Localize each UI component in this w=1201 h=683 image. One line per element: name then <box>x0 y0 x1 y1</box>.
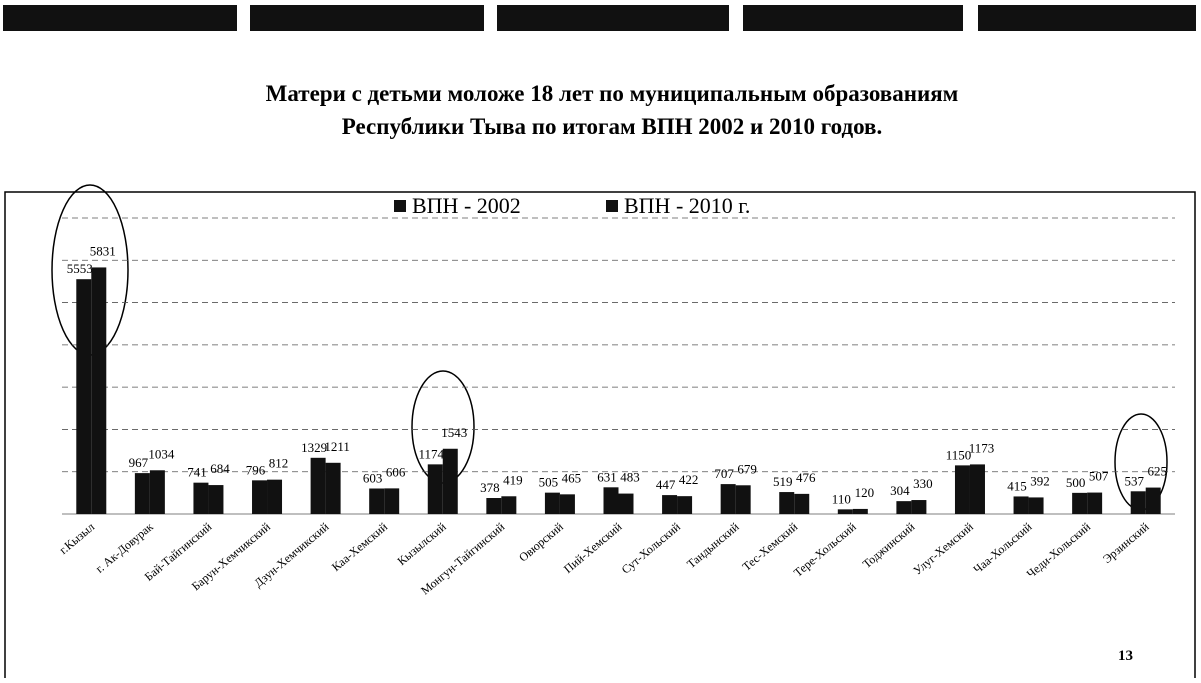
value-label: 812 <box>269 456 289 471</box>
value-label: 419 <box>503 472 523 487</box>
header-block <box>743 5 963 31</box>
bar <box>779 492 795 514</box>
value-label: 1211 <box>324 439 350 454</box>
bar <box>427 464 443 514</box>
bar <box>369 488 385 514</box>
bar <box>618 493 634 514</box>
bar <box>559 494 575 514</box>
bar <box>384 488 400 514</box>
value-label: 1034 <box>148 446 175 461</box>
legend-label: ВПН - 2002 <box>412 193 521 218</box>
value-label: 378 <box>480 480 500 495</box>
bar <box>1145 487 1161 514</box>
bar <box>442 448 458 514</box>
value-label: 110 <box>832 491 851 506</box>
value-label: 741 <box>187 465 207 480</box>
value-label: 684 <box>210 461 230 476</box>
page-number: 13 <box>1118 648 1133 664</box>
value-label: 707 <box>714 466 734 481</box>
title-line: Республики Тыва по итогам ВПН 2002 и 201… <box>342 114 882 139</box>
value-label: 519 <box>773 474 793 489</box>
bar <box>1087 492 1103 514</box>
value-label: 1150 <box>946 447 972 462</box>
bar <box>1130 491 1146 514</box>
value-label: 967 <box>129 455 149 470</box>
bar <box>267 479 283 514</box>
value-label: 1174 <box>418 446 444 461</box>
value-label: 447 <box>656 477 676 492</box>
bar <box>837 509 853 514</box>
bar <box>969 464 985 514</box>
bar <box>677 496 693 514</box>
value-label: 625 <box>1147 464 1167 479</box>
bar <box>193 482 209 514</box>
bar <box>76 279 92 514</box>
value-label: 500 <box>1066 475 1086 490</box>
value-label: 422 <box>679 472 699 487</box>
value-label: 796 <box>246 462 266 477</box>
bar <box>662 495 678 514</box>
bar <box>486 498 502 514</box>
value-label: 415 <box>1007 478 1027 493</box>
bar <box>603 487 619 514</box>
legend-swatch <box>606 200 618 212</box>
value-label: 330 <box>913 476 933 491</box>
bar <box>954 465 970 514</box>
value-label: 1543 <box>441 425 467 440</box>
value-label: 1329 <box>301 440 327 455</box>
value-label: 631 <box>597 469 617 484</box>
bar <box>735 485 751 514</box>
bar <box>852 508 868 514</box>
value-label: 603 <box>363 471 383 486</box>
value-label: 1173 <box>969 440 995 455</box>
header-block <box>250 5 484 31</box>
bar <box>310 457 326 514</box>
bar <box>896 501 912 514</box>
value-label: 120 <box>855 485 875 500</box>
bar <box>720 484 736 514</box>
bar <box>1028 497 1044 514</box>
value-label: 392 <box>1030 473 1050 488</box>
header-block <box>978 5 1196 31</box>
value-label: 679 <box>737 461 757 476</box>
value-label: 465 <box>562 470 582 485</box>
bar <box>149 470 165 514</box>
legend-label: ВПН - 2010 г. <box>624 193 750 218</box>
bar <box>325 462 341 514</box>
bar <box>544 492 560 514</box>
value-label: 304 <box>890 483 910 498</box>
header-blocks <box>3 5 1196 31</box>
bar <box>501 496 517 514</box>
bar <box>252 480 268 514</box>
value-label: 5831 <box>90 243 116 258</box>
value-label: 5553 <box>67 261 93 276</box>
legend-swatch <box>394 200 406 212</box>
value-label: 606 <box>386 464 406 479</box>
value-label: 507 <box>1089 469 1109 484</box>
bar <box>794 493 810 514</box>
bar <box>91 267 107 514</box>
bar <box>208 485 224 514</box>
bar <box>134 473 150 514</box>
header-block <box>3 5 237 31</box>
value-label: 505 <box>539 475 559 490</box>
title-line: Матери с детьми моложе 18 лет по муницип… <box>266 81 959 106</box>
header-block <box>497 5 729 31</box>
value-label: 476 <box>796 470 816 485</box>
bar <box>1013 496 1029 514</box>
bar <box>911 500 927 514</box>
bar <box>1072 492 1088 514</box>
value-label: 483 <box>620 470 640 485</box>
value-label: 537 <box>1124 473 1144 488</box>
